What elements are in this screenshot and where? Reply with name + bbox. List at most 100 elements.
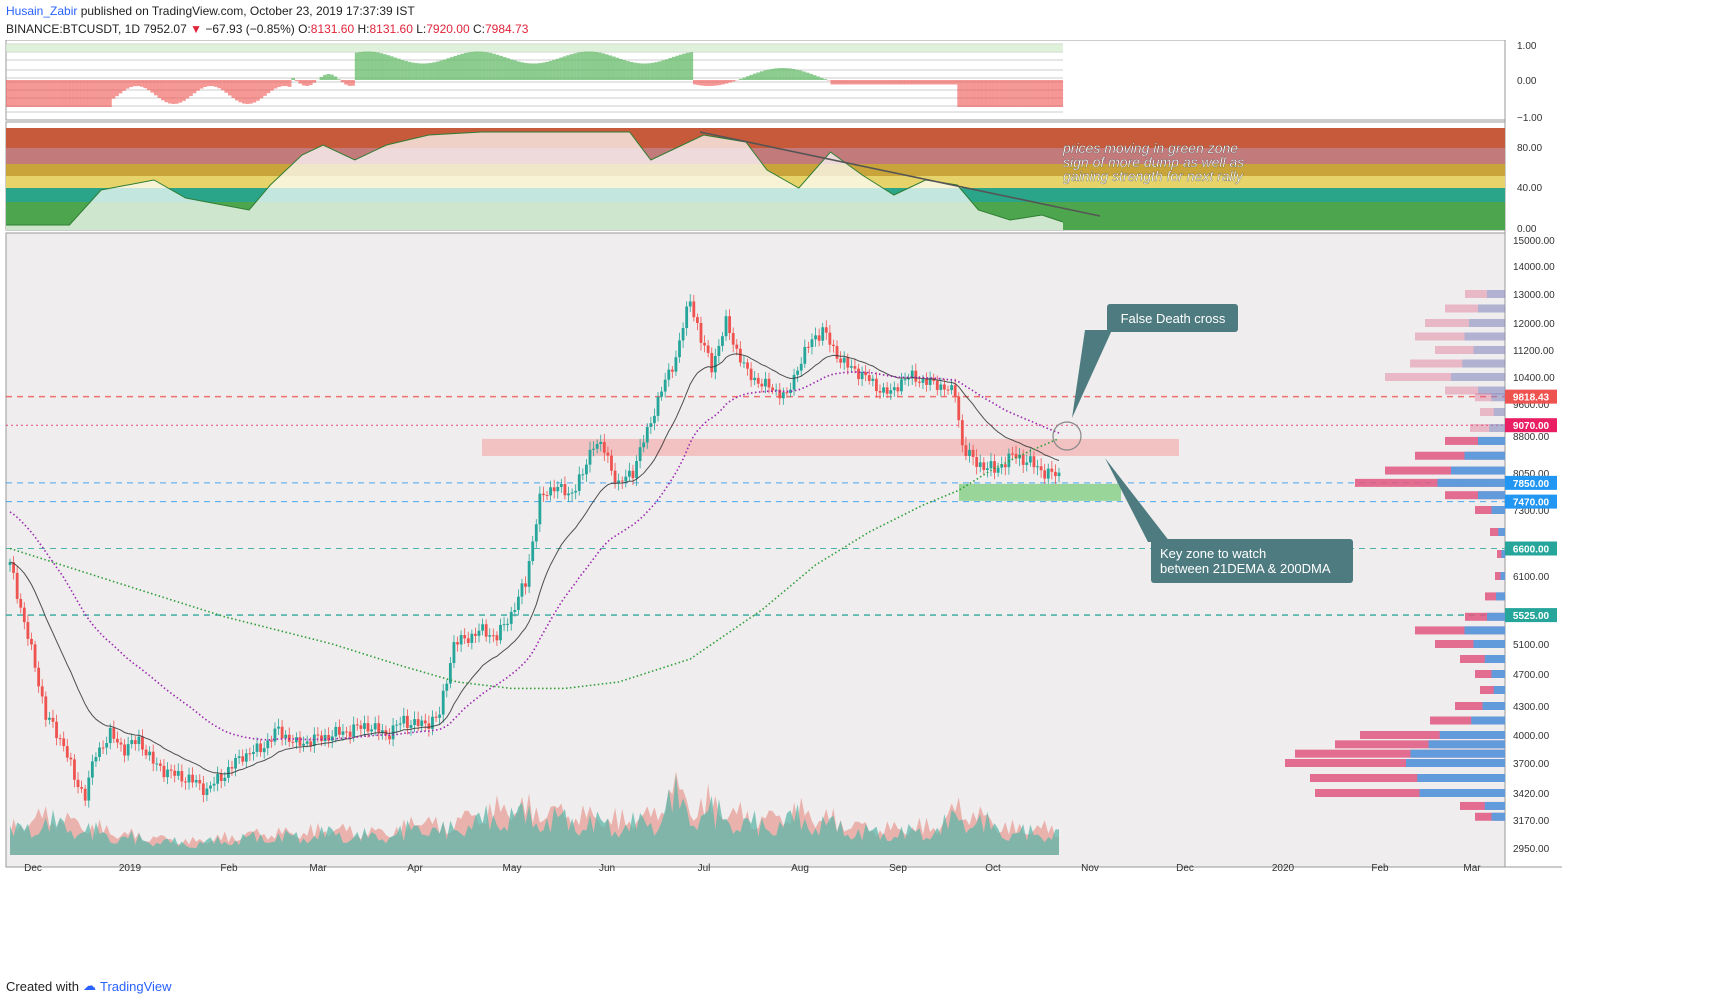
osc-bar-down: [34, 80, 38, 107]
candle-down: [824, 327, 828, 333]
footer-brand[interactable]: TradingView: [99, 978, 172, 994]
tradingview-logo-icon[interactable]: ☁: [82, 978, 96, 993]
osc-bar-up: [485, 52, 489, 80]
osc-bar-up: [643, 63, 648, 80]
candle-up: [903, 379, 907, 381]
candle-down: [767, 378, 771, 388]
candle-up: [627, 470, 631, 477]
osc-bar-up: [612, 56, 616, 80]
candle-up: [305, 741, 309, 744]
candle-up: [567, 493, 570, 496]
volume-profile-buy: [1478, 491, 1505, 500]
candle-down: [832, 344, 835, 347]
osc-bar-up: [657, 61, 662, 80]
candle-down: [474, 633, 477, 636]
chart-canvas[interactable]: 1.000.00−1.0080.0040.000.0015000.0014000…: [0, 40, 1722, 975]
candle-down: [69, 757, 73, 760]
osc-bar-up: [442, 59, 447, 80]
osc-bar-up: [499, 55, 503, 80]
osc-bar-down: [724, 80, 729, 84]
candle-up: [649, 423, 653, 427]
osc-bar-up: [506, 58, 510, 80]
osc-bar-up: [474, 51, 479, 80]
candle-up: [226, 767, 230, 778]
osc-bar-down: [210, 80, 214, 87]
candle-up: [599, 441, 603, 444]
candle-down: [466, 638, 470, 643]
candle-down: [846, 357, 850, 368]
x-tick-label: Feb: [220, 863, 238, 874]
candle-down: [749, 368, 753, 381]
osc-bar-up: [763, 70, 768, 80]
osc-bar-down: [27, 80, 31, 107]
volume-profile-sell: [1425, 319, 1505, 327]
candle-down: [144, 749, 148, 756]
price-level-badge: [1505, 608, 1557, 623]
ma50-line: [9, 371, 1060, 741]
osc-bar-down: [999, 80, 1004, 107]
death-cross-label: False Death cross: [1121, 311, 1226, 326]
volume-profile-buy: [1428, 740, 1505, 749]
candle-down: [116, 738, 119, 743]
candle-up: [148, 751, 152, 756]
volume-profile-sell: [1355, 478, 1505, 487]
price-tick-label: 5100.00: [1513, 640, 1550, 651]
osc-bar-up: [428, 62, 433, 80]
candle-down: [40, 686, 44, 697]
osc-bar-down: [1013, 80, 1018, 107]
candle-up: [549, 487, 553, 496]
osc-bar-up: [823, 79, 828, 80]
candle-up: [513, 610, 517, 612]
osc-bar-up: [432, 62, 436, 80]
osc-bar-up: [326, 74, 331, 80]
osc-bar-down: [129, 80, 133, 88]
candle-up: [803, 346, 807, 364]
osc-bar-up: [594, 52, 598, 80]
osc-bar-down: [964, 80, 968, 107]
candle-down: [180, 771, 184, 782]
osc-bar-up: [330, 74, 334, 80]
volume-profile-sell: [1295, 749, 1505, 758]
osc-bar-up: [460, 53, 465, 80]
osc-bar-up: [390, 56, 394, 80]
osc-bar-up: [816, 76, 820, 80]
osc-bar-down: [171, 80, 176, 104]
volume-profile-buy: [1484, 655, 1505, 663]
candle-down: [359, 725, 363, 729]
candle-up: [395, 724, 399, 726]
price-level-label: 5525.00: [1513, 611, 1550, 622]
candle-down: [735, 344, 739, 349]
candle-down: [806, 346, 810, 348]
osc-bar-down: [953, 80, 958, 85]
osc-bar-down: [122, 80, 126, 91]
author-link[interactable]: Husain_Zabir: [6, 4, 78, 18]
osc-bar-down: [199, 80, 204, 89]
volume-profile-buy: [1464, 626, 1505, 635]
osc-bar-down: [287, 80, 292, 87]
candle-down: [620, 480, 624, 482]
candle-up: [688, 301, 692, 307]
osc-bar-down: [1052, 80, 1057, 107]
price-level-label: 9070.00: [1513, 421, 1550, 432]
volume-profile-buy: [1451, 373, 1505, 381]
candle-up: [445, 683, 449, 691]
osc-bar-up: [809, 73, 813, 80]
candle-up: [499, 624, 502, 641]
candle-down: [463, 635, 467, 639]
candle-up: [330, 736, 334, 741]
osc-bar-down: [6, 80, 10, 107]
osc-bar-down: [900, 80, 905, 85]
candle-up: [302, 743, 305, 746]
candle-down: [993, 461, 996, 473]
volume-profile-sell: [1475, 670, 1505, 678]
volume-profile-sell: [1410, 359, 1505, 368]
osc-bar-down: [1027, 80, 1032, 107]
osc-bar-down: [714, 80, 718, 86]
candle-up: [509, 611, 513, 624]
osc-bar-down: [886, 80, 891, 85]
candle-down: [377, 723, 381, 733]
osc-bar-down: [298, 80, 303, 84]
close-value: 7984.73: [484, 22, 529, 36]
osc-bar-down: [830, 80, 835, 85]
osc-bar-down: [693, 80, 697, 85]
